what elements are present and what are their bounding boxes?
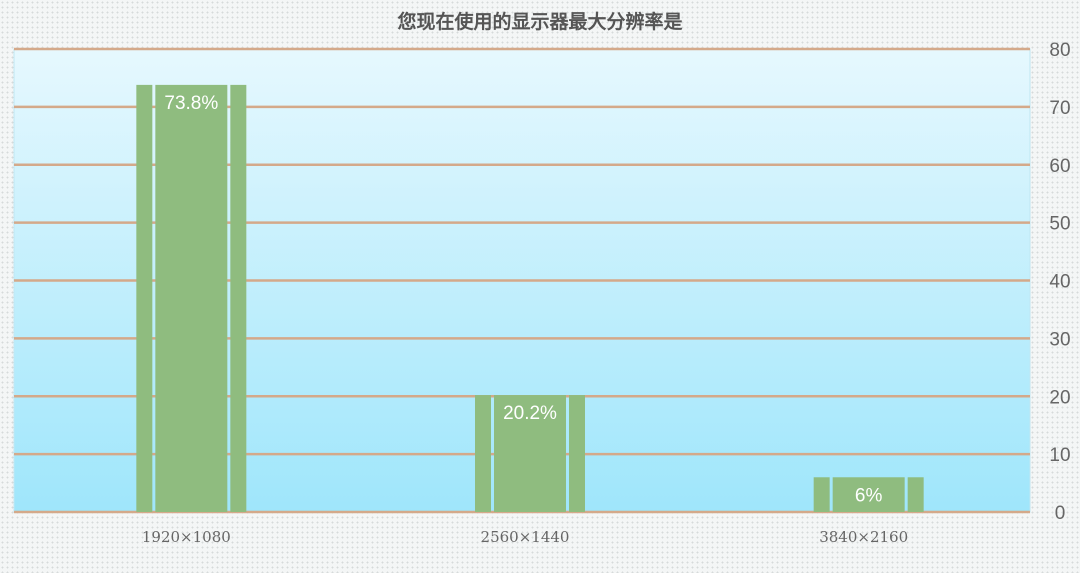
x-tick-label: 2560×1440 [481,528,570,546]
bar-edge [136,84,153,512]
y-tick-label: 80 [1049,40,1070,61]
y-tick-label: 30 [1049,329,1070,350]
x-tick-label: 1920×1080 [142,528,231,546]
bar-edge [907,477,924,512]
data-label: 20.2% [503,403,557,424]
y-tick-label: 50 [1049,214,1070,235]
bar-edge [475,395,491,512]
bar [155,84,228,512]
bar-edge [569,395,585,512]
bar-edge [230,84,247,512]
chart-title: 您现在使用的显示器最大分辨率是 [397,10,682,33]
data-label: 6% [855,485,883,506]
data-label: 73.8% [164,93,218,114]
bar [494,395,566,512]
y-tick-label: 60 [1049,156,1070,177]
y-tick-label: 70 [1049,98,1070,119]
x-tick-label: 3840×2160 [819,528,908,546]
y-tick-label: 40 [1049,272,1070,293]
y-tick-label: 10 [1049,445,1070,466]
y-tick-label: 0 [1055,503,1066,524]
bar [832,477,905,512]
y-tick-label: 20 [1049,387,1070,408]
bar-edge [813,477,830,512]
